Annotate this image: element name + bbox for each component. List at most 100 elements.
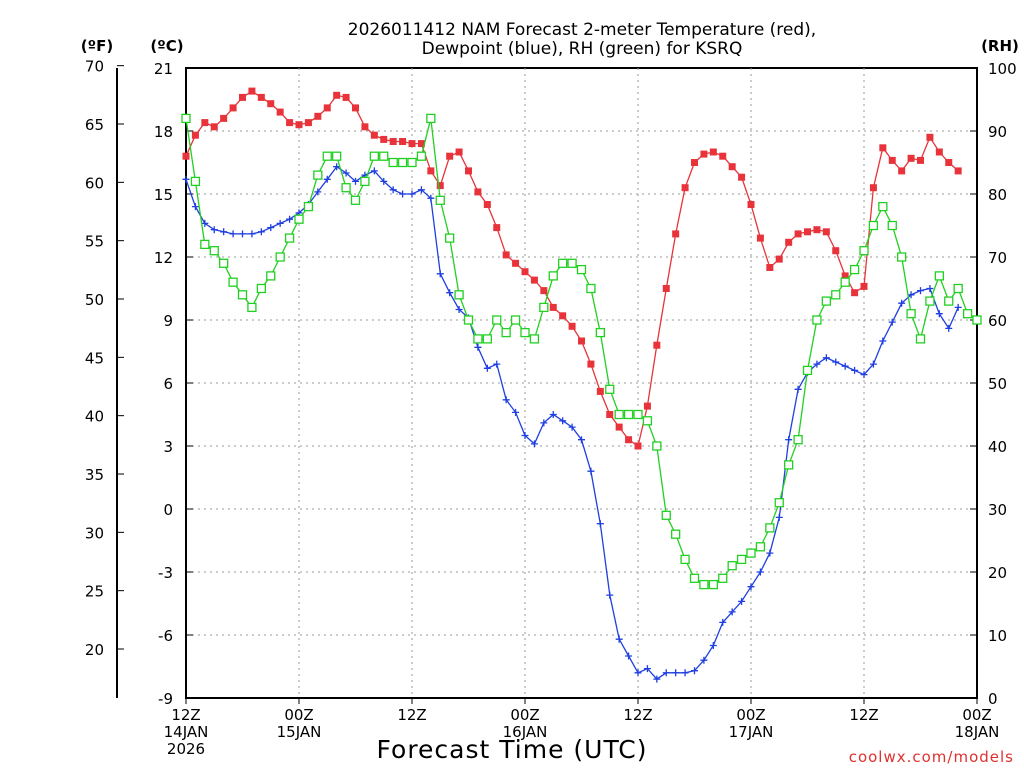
dewpoint-marker xyxy=(653,675,661,683)
rh-marker xyxy=(416,151,427,161)
celsius-tick-label: -6 xyxy=(158,627,173,645)
temperature-marker xyxy=(926,133,934,141)
dewpoint-marker xyxy=(493,360,501,368)
rh-tick-label: 60 xyxy=(988,312,1007,330)
rh-marker xyxy=(859,246,869,256)
rh-marker xyxy=(303,201,314,212)
rh-marker xyxy=(576,264,587,275)
celsius-tick-label: -9 xyxy=(158,690,173,708)
fahrenheit-tick-label: 45 xyxy=(85,349,104,367)
dewpoint-marker xyxy=(512,408,520,416)
temperature-marker xyxy=(191,131,199,139)
gridlines xyxy=(186,68,977,698)
dewpoint-marker xyxy=(389,186,397,194)
rh-marker xyxy=(445,233,455,243)
rh-marker xyxy=(840,277,850,287)
rh-marker xyxy=(435,195,445,205)
temperature-marker xyxy=(314,112,322,120)
dewpoint-marker xyxy=(568,423,576,431)
temperature-marker xyxy=(436,182,444,190)
temperature-marker xyxy=(662,285,670,292)
temperature-marker xyxy=(709,148,717,156)
temperature-marker xyxy=(794,230,802,238)
rh-tick-label: 90 xyxy=(988,123,1007,141)
rh-marker xyxy=(454,290,464,300)
rh-line xyxy=(185,118,978,586)
rh-marker xyxy=(802,365,813,376)
rh-tick-label: 70 xyxy=(988,249,1007,267)
celsius-tick-label: 21 xyxy=(154,60,173,78)
temperature-marker xyxy=(389,138,397,145)
rh-marker xyxy=(746,548,756,558)
temperature-marker xyxy=(540,287,548,295)
rh-tick-label: 30 xyxy=(988,501,1007,519)
rh-axis-label: (RH) xyxy=(981,37,1019,55)
temperature-marker xyxy=(257,93,265,101)
dewpoint-marker xyxy=(201,219,209,227)
dewpoint-marker xyxy=(427,194,435,202)
rh-marker xyxy=(275,252,285,262)
temperature-marker xyxy=(493,224,501,232)
credit-text[interactable]: coolwx.com/models xyxy=(849,748,1014,766)
temperature-marker xyxy=(427,167,435,175)
rh-marker xyxy=(426,113,436,124)
rh-marker xyxy=(689,573,700,583)
dewpoint-marker xyxy=(502,396,510,404)
temperature-marker xyxy=(681,184,689,192)
celsius-tick-label: 12 xyxy=(154,249,173,267)
dewpoint-marker xyxy=(822,354,830,362)
temperature-marker xyxy=(370,131,378,139)
rh-marker xyxy=(256,283,266,294)
dewpoint-marker xyxy=(483,364,491,372)
rh-marker xyxy=(284,233,295,243)
celsius-tick-label: 15 xyxy=(154,186,173,204)
dewpoint-marker xyxy=(530,440,538,448)
temperature-marker xyxy=(380,135,388,143)
rh-marker xyxy=(652,441,662,451)
rh-marker xyxy=(313,170,323,180)
dewpoint-marker xyxy=(352,177,359,185)
rh-tick-label: 50 xyxy=(988,375,1007,393)
temperature-marker xyxy=(182,152,190,160)
rh-tick-label: 80 xyxy=(988,186,1007,204)
dewpoint-marker xyxy=(314,188,322,196)
rh-marker xyxy=(407,157,417,168)
fahrenheit-tick-label: 55 xyxy=(85,233,104,251)
temperature-marker xyxy=(295,121,303,129)
dewpoint-marker xyxy=(455,306,463,313)
rh-marker xyxy=(633,409,643,420)
rh-tick-label: 40 xyxy=(988,438,1007,456)
rh-marker xyxy=(944,296,954,306)
x-tick-label: 2026 xyxy=(167,740,205,758)
rh-marker xyxy=(369,151,379,161)
dewpoint-marker xyxy=(860,371,868,379)
dewpoint-marker xyxy=(747,583,755,591)
rh-marker xyxy=(332,151,342,161)
celsius-tick-label: 3 xyxy=(163,438,173,456)
rh-marker xyxy=(784,460,794,470)
rh-marker xyxy=(237,290,248,300)
dewpoint-marker xyxy=(756,568,764,576)
dewpoint-marker xyxy=(879,337,887,345)
dewpoint-marker xyxy=(709,642,717,649)
rh-marker xyxy=(962,309,973,319)
rh-marker xyxy=(520,327,530,338)
temperature-marker xyxy=(446,152,454,160)
dewpoint-marker xyxy=(399,190,407,198)
temperature-marker xyxy=(606,411,614,418)
dewpoint-marker xyxy=(540,419,548,427)
temperature-marker xyxy=(267,100,275,108)
dewpoint-marker xyxy=(832,358,840,366)
rh-marker xyxy=(605,384,615,394)
dewpoint-marker xyxy=(794,385,802,393)
dewpoint-marker xyxy=(775,513,783,521)
rh-marker xyxy=(774,498,784,508)
rh-marker xyxy=(727,561,737,571)
rh-marker xyxy=(661,510,671,520)
rh-marker xyxy=(755,542,766,552)
temperature-marker xyxy=(756,234,764,242)
temperature-marker xyxy=(549,303,557,311)
rh-marker xyxy=(642,416,653,426)
temperature-marker xyxy=(333,91,341,99)
